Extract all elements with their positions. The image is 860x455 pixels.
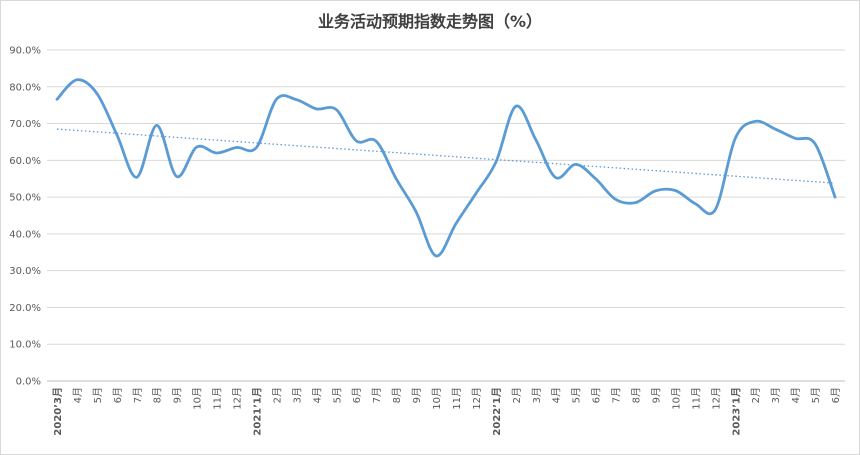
x-tick-label: 3月 bbox=[531, 387, 543, 403]
y-tick-label: 50.0% bbox=[9, 193, 41, 204]
data-point bbox=[255, 146, 257, 148]
y-tick-label: 70.0% bbox=[9, 119, 41, 130]
data-point bbox=[654, 190, 656, 192]
data-point bbox=[694, 203, 696, 205]
data-point bbox=[315, 108, 317, 110]
x-tick-label: 11月 bbox=[212, 387, 224, 410]
data-point bbox=[395, 178, 397, 180]
series-line bbox=[55, 78, 837, 258]
data-point bbox=[555, 176, 557, 178]
x-tick-label: 9月 bbox=[411, 387, 423, 403]
y-tick-label: 80.0% bbox=[9, 82, 41, 93]
y-tick-label: 0.0% bbox=[16, 377, 41, 388]
x-tick-label: 8月 bbox=[391, 387, 403, 403]
data-point bbox=[834, 196, 836, 198]
data-point bbox=[475, 192, 477, 194]
x-tick-label: 7月 bbox=[611, 387, 623, 403]
x-tick-label: 7月 bbox=[371, 387, 383, 403]
data-point bbox=[594, 178, 596, 180]
data-point bbox=[195, 146, 197, 148]
x-tick-label: 7月 bbox=[132, 387, 144, 403]
x-tick-label: 5月 bbox=[331, 387, 343, 403]
data-point bbox=[435, 255, 437, 257]
x-tick-label: 6月 bbox=[112, 387, 124, 403]
y-tick-label: 10.0% bbox=[9, 340, 41, 351]
x-tick-label: 12月 bbox=[232, 387, 244, 410]
data-point bbox=[774, 128, 776, 130]
data-point bbox=[415, 211, 417, 213]
x-tick-label: 5月 bbox=[92, 387, 104, 403]
x-tick-label: 10月 bbox=[192, 387, 204, 410]
data-point bbox=[215, 152, 217, 154]
x-tick-label: 2021’1月 bbox=[251, 387, 263, 436]
data-point bbox=[235, 146, 237, 148]
data-point bbox=[794, 137, 796, 139]
x-tick-label: 9月 bbox=[650, 387, 662, 403]
data-point bbox=[535, 139, 537, 141]
x-tick-label: 4月 bbox=[72, 387, 84, 403]
data-point bbox=[495, 161, 497, 163]
x-tick-label: 6月 bbox=[830, 387, 842, 403]
x-tick-label: 5月 bbox=[810, 387, 822, 403]
x-tick-label: 11月 bbox=[451, 387, 463, 410]
data-point bbox=[275, 98, 277, 100]
x-tick-label: 6月 bbox=[351, 387, 363, 403]
x-tick-label: 4月 bbox=[311, 387, 323, 403]
x-tick-label: 5月 bbox=[571, 387, 583, 403]
x-tick-label: 6月 bbox=[591, 387, 603, 403]
data-point bbox=[455, 222, 457, 224]
data-point bbox=[136, 176, 138, 178]
x-tick-label: 4月 bbox=[790, 387, 802, 403]
data-point bbox=[375, 140, 377, 142]
data-point bbox=[56, 98, 58, 100]
x-tick-label: 2月 bbox=[750, 387, 762, 403]
data-point bbox=[674, 189, 676, 191]
data-point bbox=[634, 201, 636, 203]
data-point bbox=[116, 133, 118, 135]
x-tick-label: 11月 bbox=[690, 387, 702, 410]
x-tick-label: 2023’1月 bbox=[730, 387, 742, 436]
x-tick-label: 2020’3月 bbox=[52, 387, 64, 436]
x-tick-label: 2022’1月 bbox=[491, 387, 503, 436]
data-point bbox=[335, 108, 337, 110]
data-point bbox=[714, 208, 716, 210]
data-point bbox=[96, 92, 98, 94]
data-point bbox=[355, 140, 357, 142]
x-tick-label: 3月 bbox=[770, 387, 782, 403]
x-tick-label: 9月 bbox=[172, 387, 184, 403]
data-point bbox=[156, 124, 158, 126]
x-tick-label: 4月 bbox=[551, 387, 563, 403]
data-point bbox=[76, 79, 78, 81]
data-point bbox=[814, 143, 816, 145]
x-tick-label: 10月 bbox=[670, 387, 682, 410]
x-tick-label: 8月 bbox=[631, 387, 643, 403]
y-tick-label: 30.0% bbox=[9, 266, 41, 277]
x-tick-label: 12月 bbox=[471, 387, 483, 410]
y-tick-label: 40.0% bbox=[9, 229, 41, 240]
data-point bbox=[175, 175, 177, 177]
data-point bbox=[515, 105, 517, 107]
x-tick-label: 10月 bbox=[431, 387, 443, 410]
x-tick-label: 3月 bbox=[291, 387, 303, 403]
x-tick-label: 12月 bbox=[710, 387, 722, 410]
data-point bbox=[754, 120, 756, 122]
data-point bbox=[574, 163, 576, 165]
chart-title: 业务活动预期指数走势图（%） bbox=[317, 12, 543, 31]
data-point bbox=[734, 137, 736, 139]
x-tick-label: 8月 bbox=[152, 387, 164, 403]
x-tick-label: 2月 bbox=[511, 387, 523, 403]
data-point bbox=[614, 198, 616, 200]
y-tick-label: 90.0% bbox=[9, 46, 41, 57]
data-point bbox=[295, 98, 297, 100]
y-tick-label: 20.0% bbox=[9, 303, 41, 314]
y-tick-label: 60.0% bbox=[9, 156, 41, 167]
x-tick-label: 2月 bbox=[271, 387, 283, 403]
